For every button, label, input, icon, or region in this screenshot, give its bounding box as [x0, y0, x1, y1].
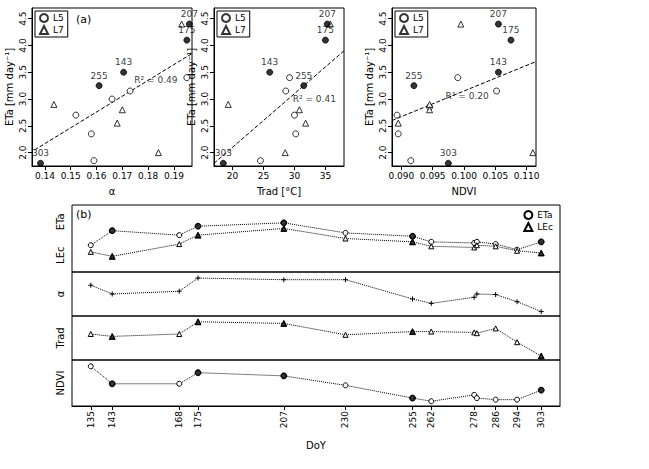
svg-text:(b): (b)	[76, 208, 92, 221]
svg-text:3.5: 3.5	[200, 65, 210, 79]
svg-text:L7: L7	[413, 25, 424, 35]
svg-text:30: 30	[289, 171, 301, 181]
svg-text:0.095: 0.095	[420, 171, 446, 181]
svg-text:143: 143	[107, 411, 117, 428]
svg-text:4.0: 4.0	[18, 38, 28, 53]
svg-text:0.090: 0.090	[389, 171, 415, 181]
svg-text:294: 294	[512, 411, 522, 428]
svg-text:143: 143	[490, 57, 507, 67]
svg-text:ETa: ETa	[537, 210, 552, 220]
svg-text:3.0: 3.0	[200, 92, 210, 107]
svg-text:2.5: 2.5	[378, 119, 388, 133]
svg-text:L7: L7	[53, 25, 64, 35]
svg-text:ETa [mm day⁻¹]: ETa [mm day⁻¹]	[186, 48, 197, 126]
svg-text:143: 143	[261, 57, 278, 67]
svg-text:0.105: 0.105	[482, 171, 508, 181]
svg-text:303: 303	[440, 148, 457, 158]
svg-text:207: 207	[181, 9, 198, 19]
svg-text:3.5: 3.5	[378, 65, 388, 79]
svg-text:2.0: 2.0	[200, 145, 210, 160]
svg-text:278: 278	[469, 411, 479, 428]
svg-text:2.0: 2.0	[378, 145, 388, 160]
svg-text:3.0: 3.0	[378, 92, 388, 107]
svg-text:L5: L5	[53, 13, 64, 23]
svg-text:20: 20	[227, 171, 239, 181]
svg-text:R² = 0.41: R² = 0.41	[293, 94, 336, 104]
svg-text:303: 303	[32, 148, 49, 158]
svg-text:175: 175	[178, 25, 195, 35]
svg-text:286: 286	[491, 411, 501, 428]
svg-text:NDVI: NDVI	[452, 186, 477, 197]
svg-text:LEc: LEc	[537, 222, 553, 232]
svg-text:R² = 0.49: R² = 0.49	[134, 75, 177, 85]
svg-text:2.5: 2.5	[200, 119, 210, 133]
svg-text:175: 175	[193, 411, 203, 428]
svg-text:230: 230	[340, 411, 350, 428]
svg-text:207: 207	[319, 9, 336, 19]
svg-text:135: 135	[86, 411, 96, 428]
svg-text:207: 207	[490, 9, 507, 19]
svg-text:4.0: 4.0	[200, 38, 210, 53]
svg-text:L5: L5	[413, 13, 424, 23]
svg-text:3.0: 3.0	[18, 92, 28, 107]
svg-text:0.16: 0.16	[86, 171, 106, 181]
svg-text:4.5: 4.5	[378, 12, 388, 26]
svg-text:(a): (a)	[76, 13, 91, 26]
svg-text:0.110: 0.110	[514, 171, 540, 181]
svg-text:Trad: Trad	[55, 327, 66, 349]
svg-text:255: 255	[408, 411, 418, 428]
svg-text:Trad [°C]: Trad [°C]	[256, 186, 301, 197]
svg-text:0.14: 0.14	[35, 171, 55, 181]
svg-text:3.5: 3.5	[18, 65, 28, 79]
svg-text:0.15: 0.15	[61, 171, 81, 181]
svg-text:0.100: 0.100	[451, 171, 477, 181]
svg-text:α: α	[55, 290, 66, 297]
svg-text:175: 175	[317, 25, 334, 35]
svg-text:ETa [mm day⁻¹]: ETa [mm day⁻¹]	[4, 48, 15, 126]
svg-text:DoY: DoY	[306, 440, 327, 451]
svg-text:35: 35	[320, 171, 331, 181]
svg-text:NDVI: NDVI	[55, 371, 66, 396]
svg-text:4.5: 4.5	[18, 12, 28, 26]
svg-text:2.0: 2.0	[18, 145, 28, 160]
svg-text:255: 255	[91, 71, 108, 81]
svg-text:ETa: ETa	[55, 213, 66, 230]
svg-text:255: 255	[405, 71, 422, 81]
svg-text:255: 255	[295, 71, 312, 81]
svg-text:303: 303	[536, 411, 546, 428]
svg-text:0.17: 0.17	[112, 171, 132, 181]
svg-text:α: α	[109, 186, 116, 197]
svg-text:R² = 0.20: R² = 0.20	[446, 91, 489, 101]
svg-text:L7: L7	[235, 25, 246, 35]
svg-text:168: 168	[174, 411, 184, 428]
svg-text:LEc: LEc	[55, 247, 66, 264]
svg-text:262: 262	[426, 411, 436, 428]
svg-text:175: 175	[502, 25, 519, 35]
svg-text:0.18: 0.18	[138, 171, 158, 181]
svg-text:303: 303	[215, 148, 232, 158]
svg-text:207: 207	[279, 411, 289, 428]
svg-text:L5: L5	[235, 13, 246, 23]
svg-text:143: 143	[115, 57, 132, 67]
svg-text:4.5: 4.5	[200, 12, 210, 26]
svg-text:2.5: 2.5	[18, 119, 28, 133]
svg-text:ETa [mm day⁻¹]: ETa [mm day⁻¹]	[364, 48, 375, 126]
svg-text:0.19: 0.19	[164, 171, 184, 181]
svg-text:4.0: 4.0	[378, 38, 388, 53]
svg-text:25: 25	[258, 171, 269, 181]
